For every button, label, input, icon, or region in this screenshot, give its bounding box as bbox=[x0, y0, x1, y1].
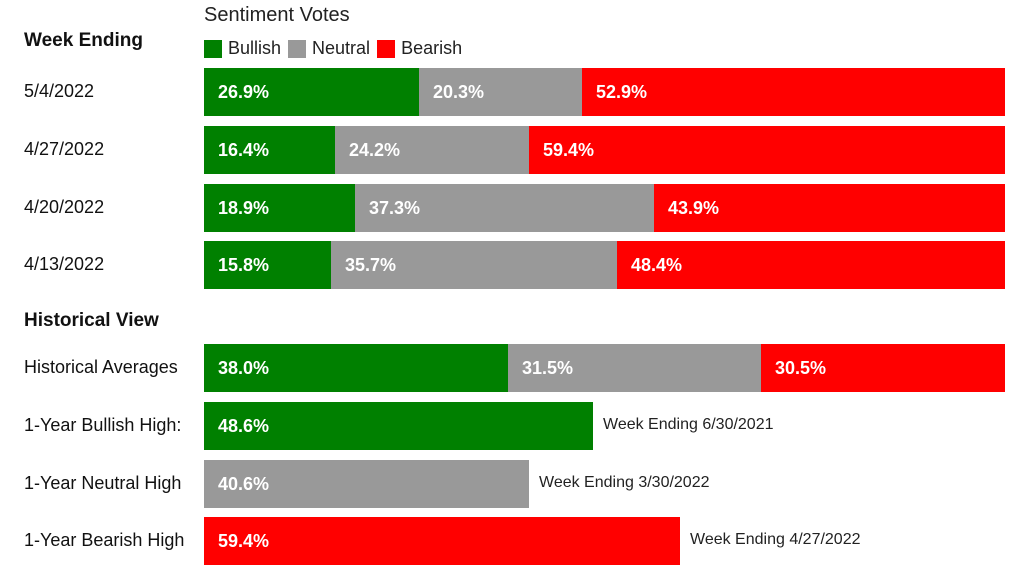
week-row-segment-bullish: 26.9% bbox=[204, 68, 419, 116]
week-row-label: 5/4/2022 bbox=[24, 81, 95, 101]
bullish-high-bar: 48.6% bbox=[204, 402, 593, 450]
neutral-high-label: 1-Year Neutral High bbox=[24, 473, 182, 493]
legend-label-bullish: Bullish bbox=[228, 38, 282, 58]
legend: Bullish Neutral Bearish bbox=[204, 38, 469, 59]
week-row-segment-bullish: 18.9% bbox=[204, 184, 355, 232]
week-row-bar: 26.9% 20.3% 52.9% bbox=[204, 68, 1005, 116]
historical-averages-bar: 38.0% 31.5% 30.5% bbox=[204, 344, 1005, 392]
week-ending-heading: Week Ending bbox=[24, 30, 143, 51]
week-row-segment-neutral: 24.2% bbox=[335, 126, 529, 174]
legend-item-bullish: Bullish bbox=[204, 38, 281, 59]
week-row-segment-bearish: 43.9% bbox=[654, 184, 1005, 232]
week-row-segment-bearish: 52.9% bbox=[582, 68, 1005, 116]
week-row-segment-bearish: 48.4% bbox=[617, 241, 1005, 289]
week-row-bar: 15.8% 35.7% 48.4% bbox=[204, 241, 1005, 289]
week-row-segment-neutral: 35.7% bbox=[331, 241, 617, 289]
historical-averages-segment-neutral: 31.5% bbox=[508, 344, 761, 392]
historical-averages-segment-bearish: 30.5% bbox=[761, 344, 1005, 392]
bearish-high-label: 1-Year Bearish High bbox=[24, 530, 185, 550]
week-row-bar: 16.4% 24.2% 59.4% bbox=[204, 126, 1005, 174]
legend-label-neutral: Neutral bbox=[312, 38, 371, 58]
bullish-high-label: 1-Year Bullish High: bbox=[24, 415, 182, 435]
week-row-segment-neutral: 37.3% bbox=[355, 184, 654, 232]
week-row-label: 4/13/2022 bbox=[24, 254, 105, 274]
week-row-segment-neutral: 20.3% bbox=[419, 68, 582, 116]
week-row-segment-bearish: 59.4% bbox=[529, 126, 1005, 174]
chart-title: Sentiment Votes bbox=[204, 4, 350, 26]
week-row-segment-bullish: 15.8% bbox=[204, 241, 331, 289]
legend-swatch-bullish bbox=[204, 39, 222, 58]
historical-averages-segment-bullish: 38.0% bbox=[204, 344, 508, 392]
legend-item-neutral: Neutral bbox=[288, 38, 370, 59]
historical-averages-label: Historical Averages bbox=[24, 357, 178, 377]
bearish-high-bar: 59.4% bbox=[204, 517, 680, 565]
historical-view-heading: Historical View bbox=[24, 310, 159, 331]
bullish-high-note: Week Ending 6/30/2021 bbox=[603, 416, 774, 433]
legend-swatch-bearish bbox=[377, 39, 396, 58]
neutral-high-bar: 40.6% bbox=[204, 460, 529, 508]
legend-label-bearish: Bearish bbox=[401, 38, 463, 58]
bearish-high-note: Week Ending 4/27/2022 bbox=[690, 531, 861, 548]
week-row-bar: 18.9% 37.3% 43.9% bbox=[204, 184, 1005, 232]
week-row-label: 4/20/2022 bbox=[24, 197, 105, 217]
week-row-segment-bullish: 16.4% bbox=[204, 126, 335, 174]
neutral-high-note: Week Ending 3/30/2022 bbox=[539, 474, 710, 491]
week-row-label: 4/27/2022 bbox=[24, 139, 105, 159]
legend-item-bearish: Bearish bbox=[377, 38, 462, 59]
legend-swatch-neutral bbox=[288, 39, 307, 58]
